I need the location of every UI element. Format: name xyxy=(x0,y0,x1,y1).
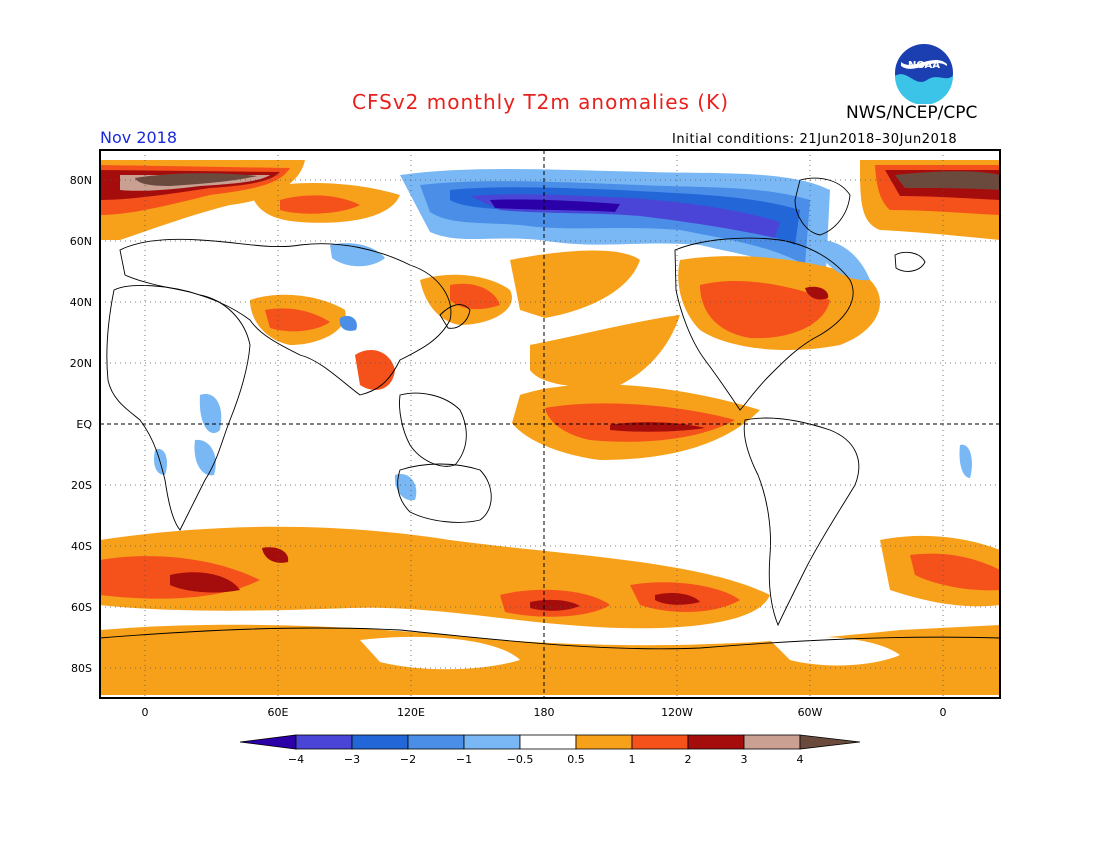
colorbar-swatch xyxy=(351,734,409,750)
forecast-month: Nov 2018 xyxy=(100,128,178,147)
graticule xyxy=(100,150,1000,698)
coastlines xyxy=(99,177,1001,650)
colorbar-swatch xyxy=(295,734,353,750)
lon-label: 60W xyxy=(798,706,823,719)
lat-label: 40N xyxy=(70,296,92,309)
colorbar-labels: −4 −3 −2 −1 −0.5 0.5 1 2 3 4 xyxy=(288,753,804,766)
japan-outline xyxy=(439,304,471,329)
noaa-logo-text: NOAA xyxy=(908,60,940,71)
colorbar-label: −4 xyxy=(288,753,304,766)
lat-label: 80S xyxy=(71,662,92,675)
lon-label: 120E xyxy=(397,706,425,719)
australia-outline xyxy=(397,463,492,523)
lon-label: 0 xyxy=(142,706,149,719)
initial-conditions: Initial conditions: 21Jun2018–30Jun2018 xyxy=(672,132,958,147)
antarctica-outline xyxy=(99,627,1001,650)
map-frame xyxy=(99,149,1001,699)
uk-outline xyxy=(894,251,926,272)
north-america-outline xyxy=(674,237,854,411)
latitude-labels: 80N 60N 40N 20N EQ 20S 40S 60S 80S xyxy=(70,174,93,675)
lat-label: 20N xyxy=(70,357,92,370)
lon-label: 180 xyxy=(534,706,555,719)
lon-label: 0 xyxy=(940,706,947,719)
colorbar-label: −1 xyxy=(456,753,472,766)
colorbar-swatch xyxy=(799,734,861,750)
colorbar-label: −3 xyxy=(344,753,360,766)
colorbar-label: 4 xyxy=(797,753,804,766)
longitude-labels: 0 60E 120E 180 120W 60W 0 xyxy=(142,706,947,719)
lat-label: 60S xyxy=(71,601,92,614)
colorbar-label: −0.5 xyxy=(507,753,534,766)
colorbar-label: 2 xyxy=(685,753,692,766)
eurasia-outline xyxy=(119,238,452,396)
south-america-outline xyxy=(743,417,860,627)
colorbar-swatch xyxy=(631,734,689,750)
colorbar-label: 1 xyxy=(629,753,636,766)
lat-label: 60N xyxy=(70,235,92,248)
colorbar-swatch xyxy=(407,734,465,750)
lat-label: 80N xyxy=(70,174,92,187)
anomaly-fields xyxy=(100,160,1000,695)
colorbar-swatch xyxy=(519,734,577,750)
colorbar-label: 0.5 xyxy=(567,753,585,766)
lon-label: 60E xyxy=(268,706,289,719)
colorbar-swatch xyxy=(463,734,521,750)
colorbar-swatch xyxy=(239,734,297,750)
agency-label: NWS/NCEP/CPC xyxy=(846,103,978,123)
colorbar-label: −2 xyxy=(400,753,416,766)
lat-label: 20S xyxy=(71,479,92,492)
lon-label: 120W xyxy=(661,706,693,719)
colorbar-swatch xyxy=(743,734,801,750)
africa-outline xyxy=(106,284,251,531)
noaa-logo: NOAA xyxy=(893,42,955,108)
greenland-outline xyxy=(794,177,851,236)
lat-label: EQ xyxy=(76,418,92,431)
map-title: CFSv2 monthly T2m anomalies (K) xyxy=(352,90,729,114)
colorbar-label: 3 xyxy=(741,753,748,766)
lat-label: 40S xyxy=(71,540,92,553)
colorbar xyxy=(239,734,861,750)
colorbar-swatch xyxy=(687,734,745,750)
colorbar-swatch xyxy=(575,734,633,750)
